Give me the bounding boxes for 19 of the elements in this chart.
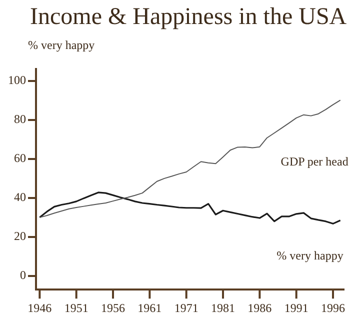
y-tick-label: 60 (14, 151, 26, 166)
y-axis-title: % very happy (28, 38, 95, 53)
x-tick-label: 1986 (248, 300, 272, 315)
y-tick-label: 40 (14, 190, 26, 204)
x-tick-label: 1996 (321, 300, 345, 315)
y-tick-label: 20 (14, 229, 26, 244)
x-tick-label: 1971 (174, 300, 198, 315)
x-tick-label: 1961 (138, 300, 162, 315)
text: % very happy (276, 248, 344, 263)
series-label: GDP per head (280, 154, 348, 168)
y-tick-label: 100 (8, 73, 26, 88)
x-tick-label: 1981 (211, 300, 235, 315)
y-tick-label: 0 (20, 268, 26, 282)
x-tick-label: 1951 (64, 300, 88, 315)
x-tick-label: 1991 (284, 300, 308, 315)
y-tick-label: 80 (14, 112, 26, 126)
x-tick-label: 1956 (101, 300, 125, 315)
chart-title: Income & Happiness in the USA (30, 4, 347, 31)
x-tick-label: 1946 (28, 300, 52, 315)
